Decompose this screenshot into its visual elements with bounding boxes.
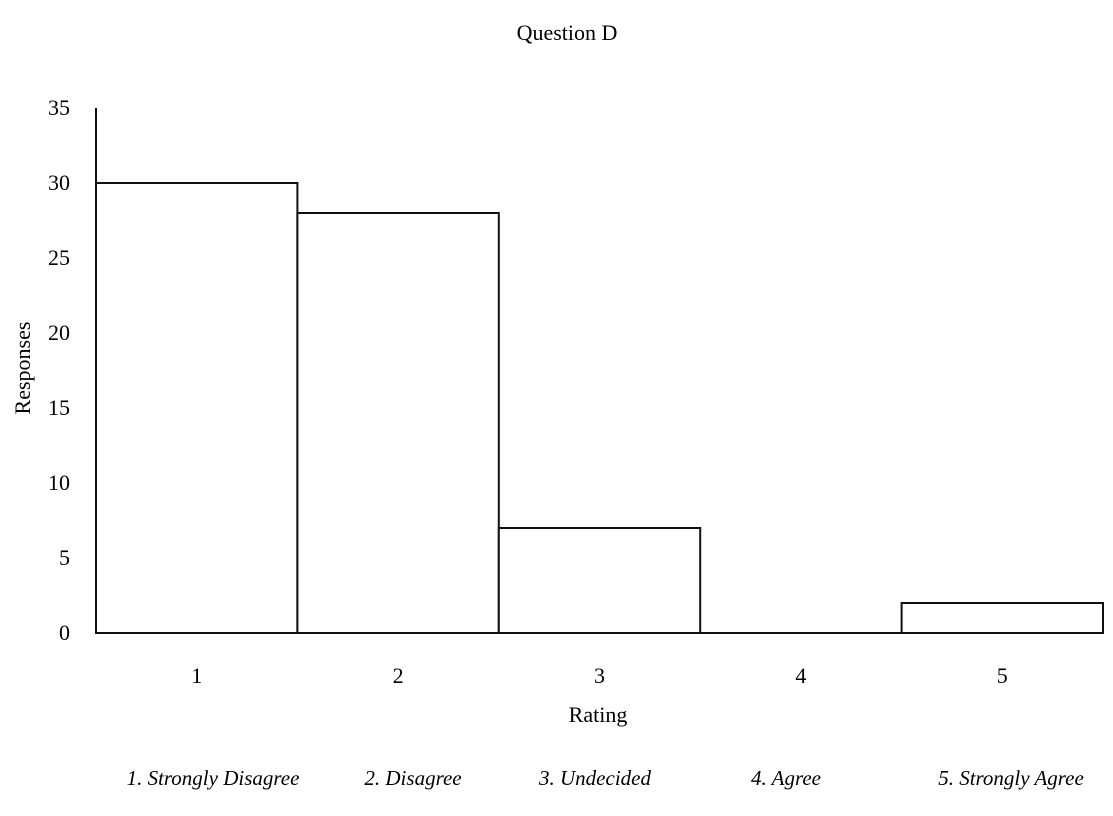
y-tick-label: 10	[48, 470, 70, 495]
legend-item: 5. Strongly Agree	[938, 766, 1084, 790]
y-tick-label: 20	[48, 320, 70, 345]
chart-title: Question D	[517, 20, 618, 45]
x-tick-label: 3	[594, 663, 605, 688]
legend-item: 2. Disagree	[364, 766, 461, 790]
bars	[95, 182, 1104, 634]
x-tick-label: 5	[997, 663, 1008, 688]
bar-rating-2	[296, 212, 500, 634]
x-tick-label: 4	[795, 663, 806, 688]
bar-rating-5	[900, 602, 1104, 634]
y-tick-label: 15	[48, 395, 70, 420]
y-axis-label: Responses	[10, 322, 35, 415]
y-tick-label: 35	[48, 95, 70, 120]
y-tick-label: 25	[48, 245, 70, 270]
y-tick-label: 0	[59, 620, 70, 645]
x-tick-label: 1	[191, 663, 202, 688]
y-tick-label: 30	[48, 170, 70, 195]
bar-rating-1	[95, 182, 299, 634]
rating-legend: 1. Strongly Disagree 2. Disagree 3. Undeci…	[127, 766, 1084, 790]
legend-item: 4. Agree	[751, 766, 821, 790]
x-tick-labels: 1 2 3 4 5	[191, 663, 1008, 688]
legend-item: 3. Undecided	[538, 766, 651, 790]
y-tick-labels: 0 5 10 15 20 25 30 35	[48, 95, 70, 645]
bar-rating-3	[497, 527, 702, 634]
legend-item: 1. Strongly Disagree	[127, 766, 300, 790]
x-axis-label: Rating	[569, 702, 628, 727]
y-tick-label: 5	[59, 545, 70, 570]
x-tick-label: 2	[393, 663, 404, 688]
